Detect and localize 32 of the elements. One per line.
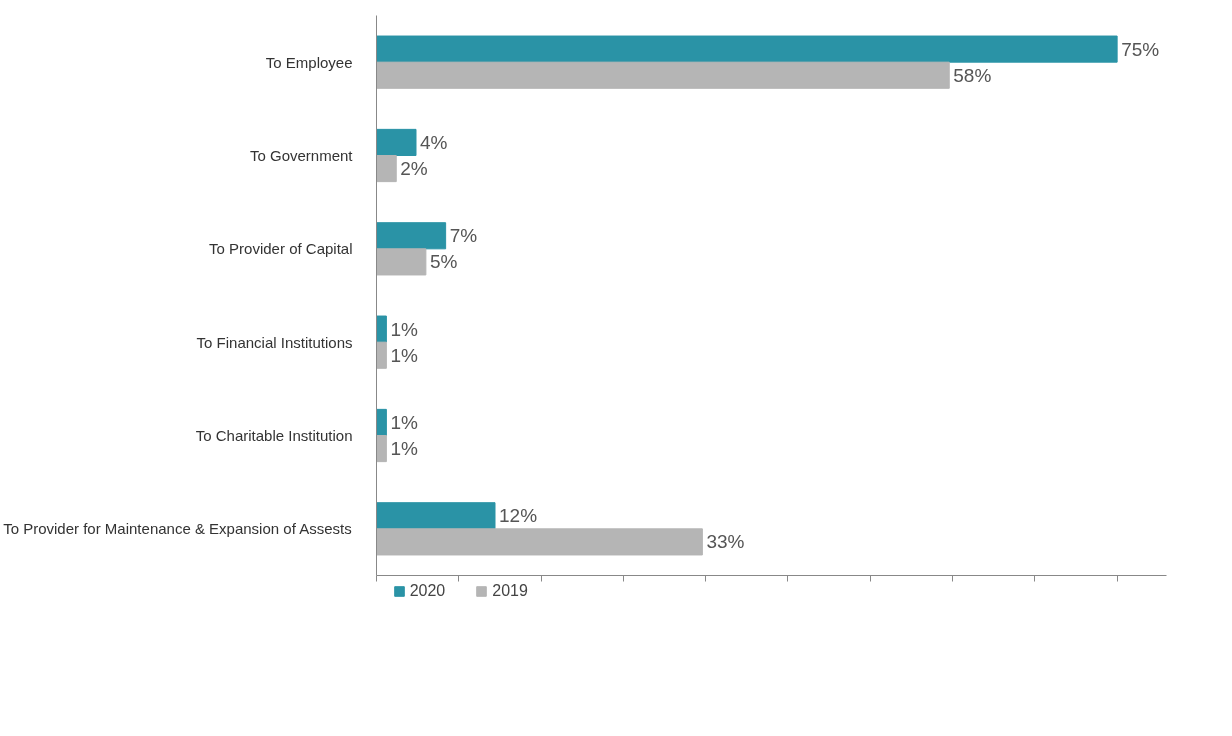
data-label: 33%: [706, 531, 745, 553]
legend-label: 2020: [409, 581, 446, 600]
data-label: 1%: [390, 318, 418, 340]
y-tick-label: To Provider for Maintenance & Expansion of Assests: [3, 520, 352, 538]
data-label: 1%: [390, 438, 418, 460]
data-label: 1%: [390, 344, 418, 366]
bar: [376, 408, 387, 436]
data-label: 75%: [1121, 38, 1160, 60]
bar: [376, 528, 703, 556]
bar: [376, 341, 387, 369]
data-label: 1%: [390, 411, 418, 433]
data-label: 58%: [953, 64, 992, 86]
y-tick-label: To Financial Institutions: [196, 333, 353, 351]
data-label: 4%: [420, 131, 448, 153]
bar: [376, 222, 447, 250]
bar: [376, 435, 387, 463]
data-label: 5%: [429, 251, 458, 273]
y-tick-label: To Employee: [265, 53, 353, 71]
y-tick-label: To Provider of Capital: [209, 240, 353, 258]
bar: [376, 128, 417, 156]
legend-label: 2019: [492, 581, 528, 600]
bar: [376, 61, 950, 89]
data-label: 2%: [400, 158, 428, 180]
bar: [376, 35, 1118, 63]
data-label: 7%: [449, 225, 478, 247]
bar: [376, 248, 427, 276]
data-label: 12%: [499, 505, 538, 527]
y-tick-label: To Government: [249, 147, 354, 164]
bar: [376, 502, 496, 530]
bar: [376, 315, 387, 343]
bar: [376, 155, 397, 183]
y-tick-label: To Charitable Institution: [195, 427, 353, 444]
